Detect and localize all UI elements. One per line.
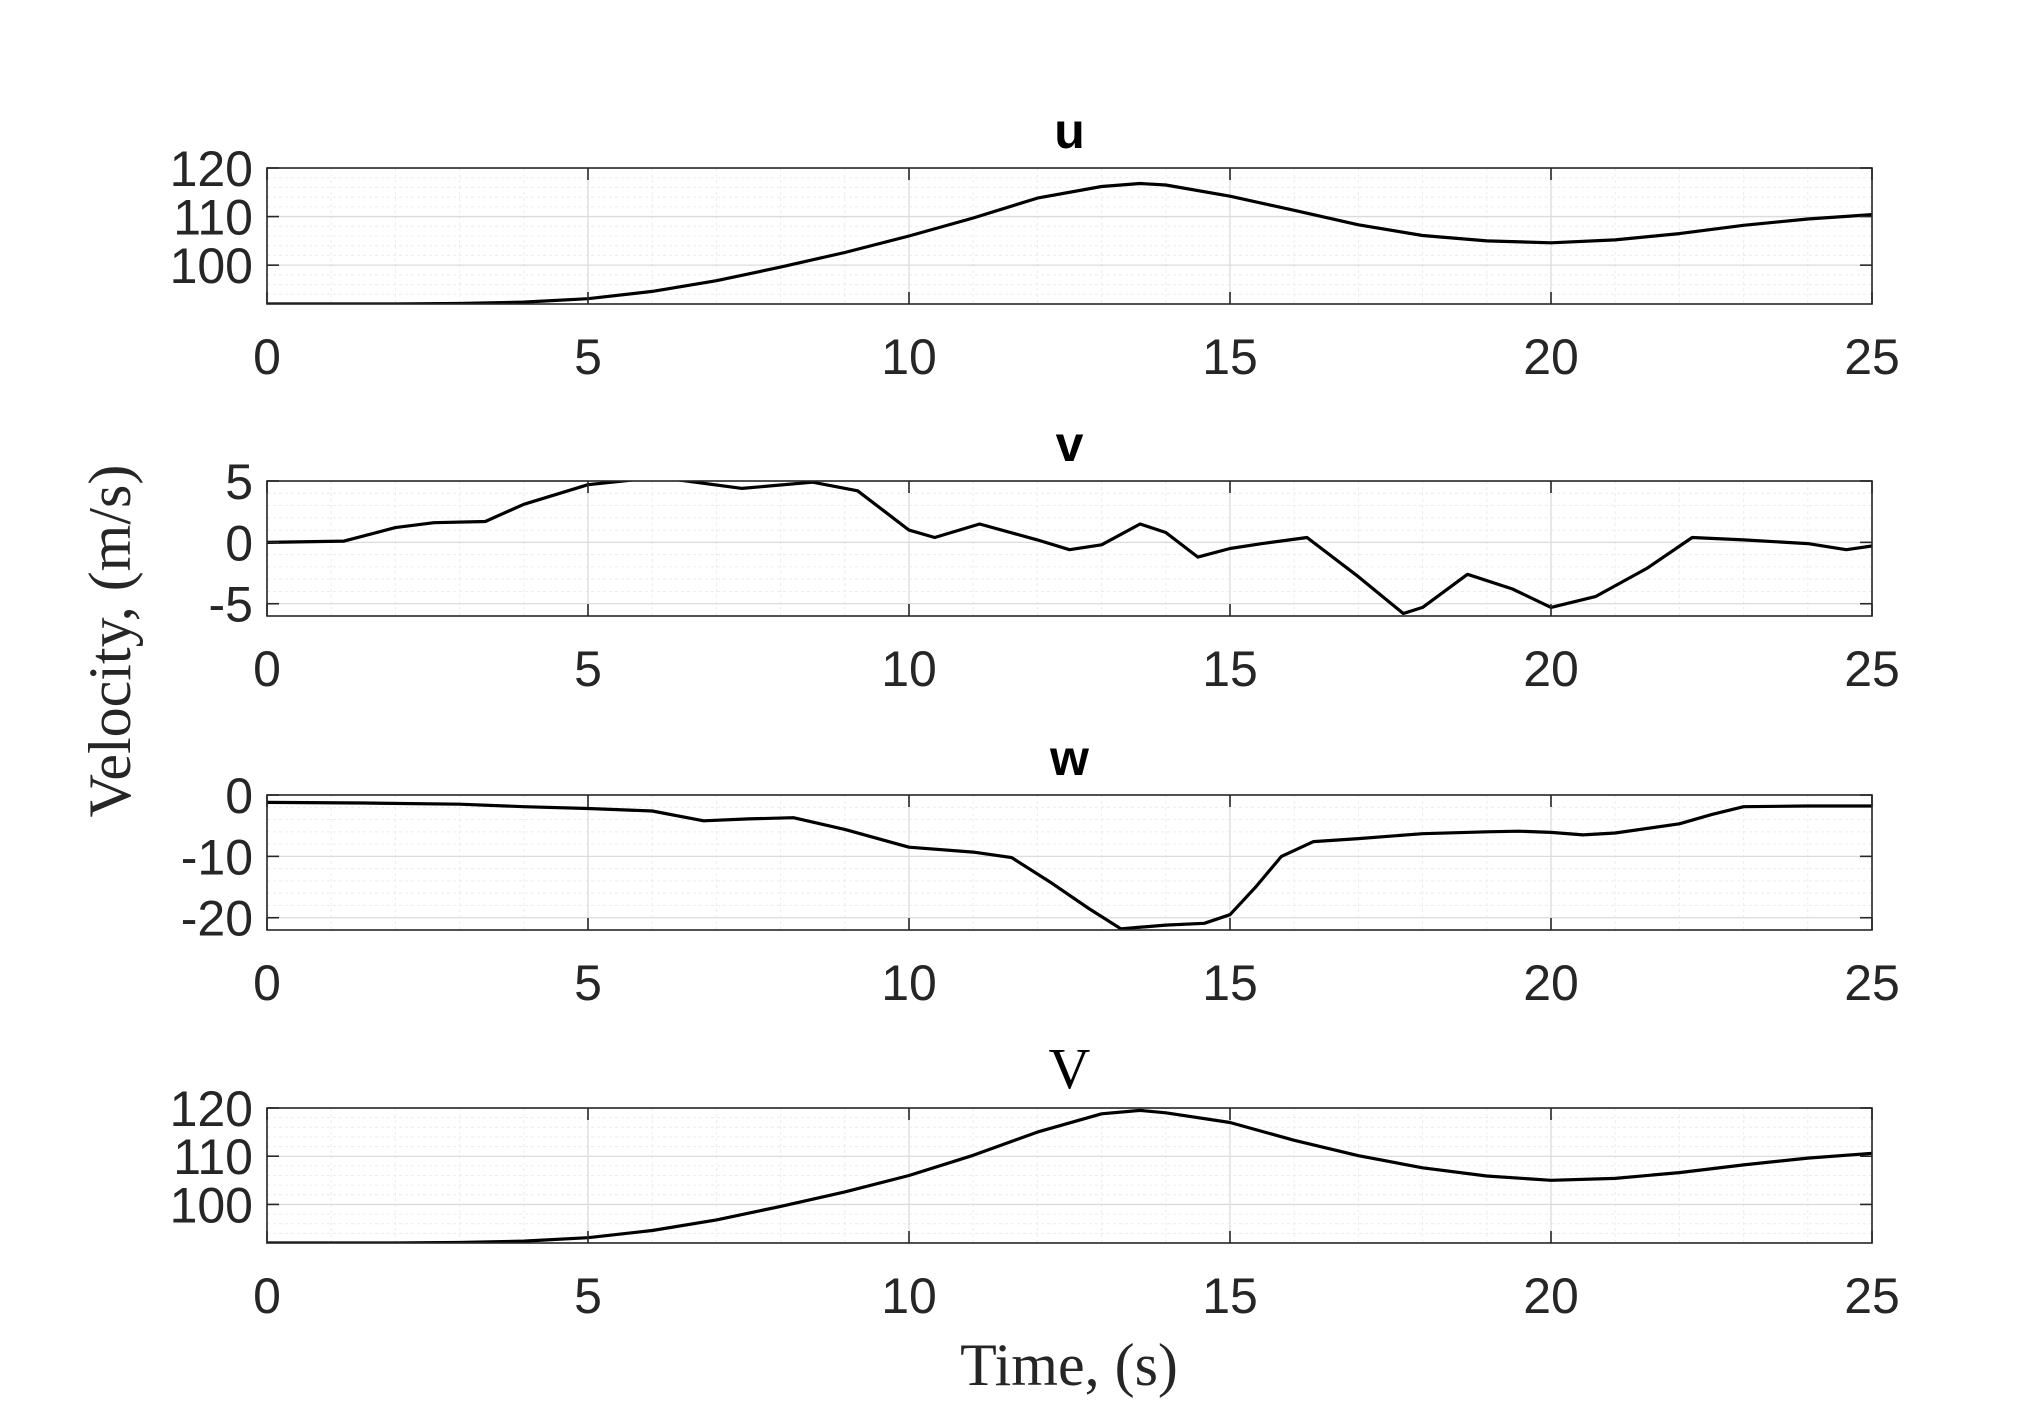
x-tick-label: 25: [1844, 329, 1900, 385]
x-tick-label: 15: [1202, 641, 1258, 697]
x-tick-label: 15: [1202, 329, 1258, 385]
y-tick-label: 5: [225, 454, 253, 510]
y-axis-label: Velocity, (m/s): [77, 465, 143, 818]
x-tick-label: 25: [1844, 641, 1900, 697]
x-tick-label: 10: [881, 329, 937, 385]
axes-box: [266, 167, 1873, 305]
x-tick-label: 5: [574, 329, 602, 385]
y-tick-label: 120: [170, 141, 253, 197]
subplot-title: v: [1056, 416, 1084, 472]
x-tick-label: 10: [881, 641, 937, 697]
x-axis-label: Time, (s): [960, 1332, 1178, 1398]
x-tick-label: 0: [253, 641, 281, 697]
x-tick-label: 25: [1844, 1268, 1900, 1324]
x-tick-label: 20: [1523, 641, 1579, 697]
x-tick-label: 10: [881, 955, 937, 1011]
y-tick-label: 0: [225, 515, 253, 571]
y-tick-label: -5: [209, 577, 253, 633]
y-tick-label: 120: [170, 1081, 253, 1137]
y-tick-label: 110: [173, 1129, 253, 1185]
axes-box: [266, 794, 1873, 931]
series-line-v: [267, 481, 1872, 616]
y-tick-label: -20: [181, 891, 253, 947]
axes-box: [266, 1107, 1873, 1244]
subplot-title: w: [1049, 730, 1089, 786]
y-tick-label: 110: [173, 190, 253, 246]
x-tick-label: 20: [1523, 955, 1579, 1011]
y-tick-label: 100: [170, 1177, 253, 1233]
subplot-title: V: [1049, 1036, 1091, 1101]
x-tick-label: 5: [574, 1268, 602, 1324]
x-tick-label: 0: [253, 955, 281, 1011]
x-tick-label: 10: [881, 1268, 937, 1324]
y-tick-label: 0: [225, 768, 253, 824]
x-tick-label: 25: [1844, 955, 1900, 1011]
x-tick-label: 5: [574, 955, 602, 1011]
subplot-title: u: [1054, 103, 1085, 159]
y-tick-label: -10: [181, 829, 253, 885]
axes-box: [266, 480, 1873, 617]
x-tick-label: 0: [253, 329, 281, 385]
x-tick-label: 5: [574, 641, 602, 697]
x-tick-label: 20: [1523, 329, 1579, 385]
x-tick-label: 20: [1523, 1268, 1579, 1324]
series-line-w: [267, 800, 1872, 930]
series-line-V: [267, 1108, 1872, 1243]
y-tick-label: 100: [170, 238, 253, 294]
x-tick-label: 15: [1202, 1268, 1258, 1324]
series-line-u: [267, 181, 1872, 304]
x-tick-label: 15: [1202, 955, 1258, 1011]
x-tick-label: 0: [253, 1268, 281, 1324]
